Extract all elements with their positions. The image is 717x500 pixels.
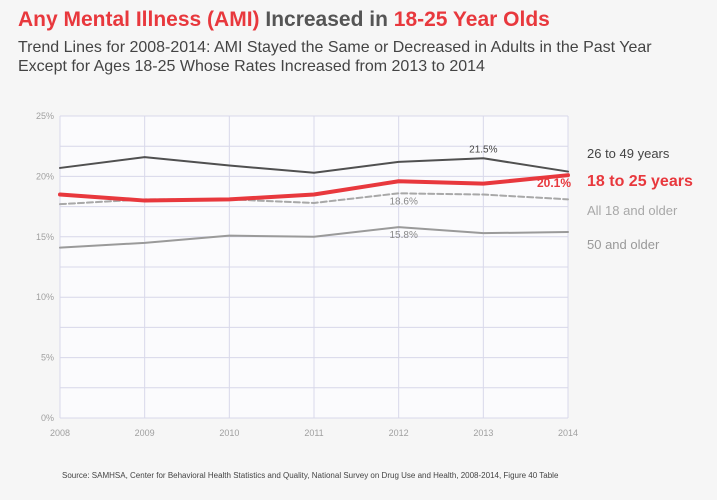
title-highlight-ami: Any Mental Illness (AMI) bbox=[18, 8, 260, 31]
subtitle-line-1: Trend Lines for 2008-2014: AMI Stayed th… bbox=[18, 39, 652, 56]
y-tick-label: 5% bbox=[41, 353, 54, 363]
chart-title: Any Mental Illness (AMI) Increased in 18… bbox=[18, 8, 550, 32]
y-tick-label: 10% bbox=[36, 292, 54, 302]
data-label: 18.6% bbox=[389, 196, 417, 207]
legend-item: All 18 and older bbox=[587, 203, 678, 218]
legend-item: 50 and older bbox=[587, 237, 660, 252]
x-tick-label: 2009 bbox=[135, 428, 155, 438]
series-line-26-to-49-years bbox=[59, 156, 569, 174]
y-tick-label: 15% bbox=[36, 232, 54, 242]
data-label: 15.8% bbox=[389, 230, 417, 241]
title-highlight-age: 18-25 Year Olds bbox=[393, 8, 550, 31]
x-tick-label: 2013 bbox=[473, 428, 493, 438]
x-tick-label: 2011 bbox=[304, 428, 323, 438]
data-label: 21.5% bbox=[469, 144, 497, 155]
series-line-18-to-25-years bbox=[58, 173, 570, 203]
legend-item: 18 to 25 years bbox=[587, 173, 693, 190]
legend-item: 26 to 49 years bbox=[587, 146, 670, 161]
x-tick-label: 2014 bbox=[558, 428, 578, 438]
y-tick-label: 25% bbox=[36, 111, 54, 121]
y-tick-label: 0% bbox=[41, 413, 54, 423]
y-tick-label: 20% bbox=[36, 171, 54, 181]
x-tick-label: 2008 bbox=[50, 428, 70, 438]
chart-subtitle: Trend Lines for 2008-2014: AMI Stayed th… bbox=[18, 38, 652, 76]
source-note: Source: SAMHSA, Center for Behavioral He… bbox=[62, 471, 559, 480]
data-label: 20.1% bbox=[537, 176, 571, 190]
title-middle: Increased in bbox=[259, 8, 394, 31]
subtitle-line-2: Except for Ages 18-25 Whose Rates Increa… bbox=[18, 58, 485, 75]
x-tick-label: 2010 bbox=[219, 428, 239, 438]
x-tick-label: 2012 bbox=[389, 428, 409, 438]
series-line-50-and-older bbox=[59, 226, 569, 249]
